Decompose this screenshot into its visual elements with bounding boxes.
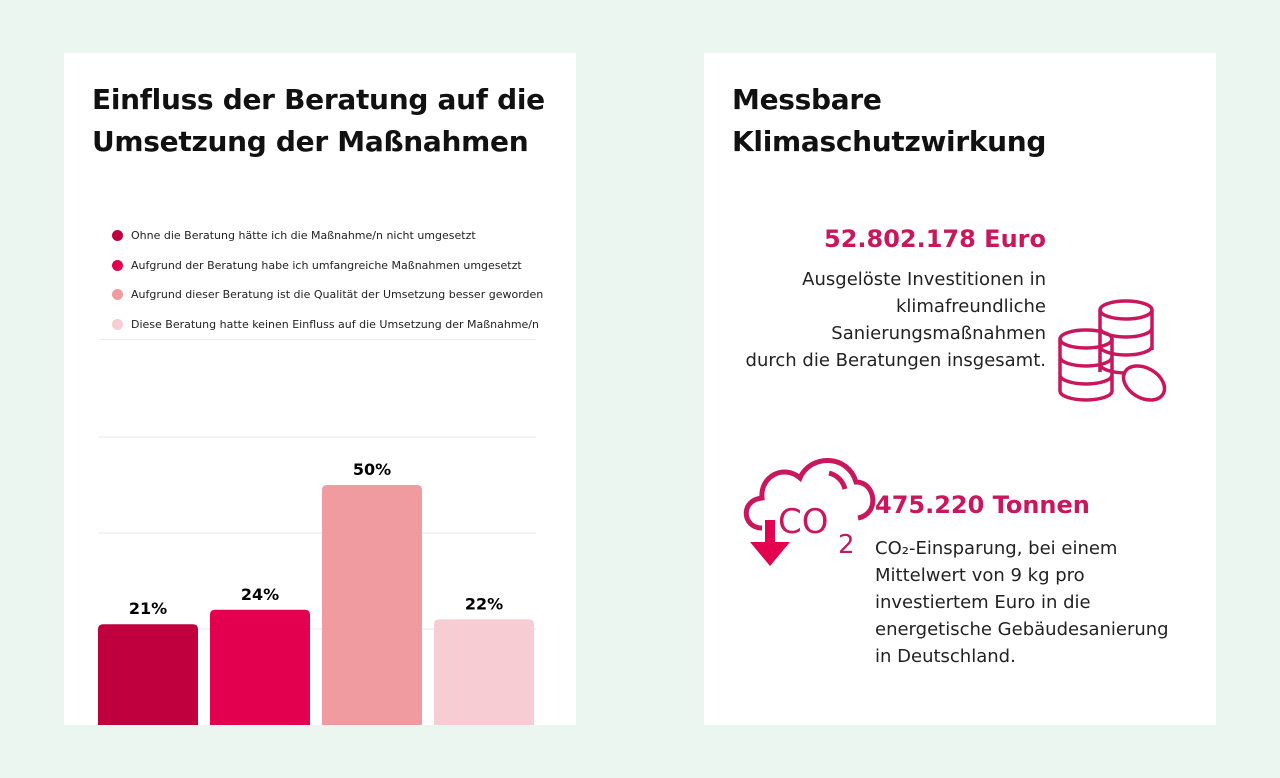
text-line: energetische Gebäudesanierung [875, 619, 1169, 640]
text-line: Sanierungsmaßnahmen [831, 323, 1046, 344]
bar [98, 624, 198, 725]
text-line: CO₂-Einsparung, bei einem [875, 538, 1118, 559]
svg-text:2: 2 [838, 530, 855, 560]
invest-text: Ausgelöste Investitionen in klimafreundl… [746, 266, 1046, 374]
legend-item: Aufgrund dieser Beratung ist die Qualitä… [112, 280, 543, 310]
legend-dot [112, 318, 123, 330]
divider [98, 339, 536, 340]
chart-title: Einfluss der Beratung auf die Umsetzung … [92, 79, 545, 163]
data-label: 22% [465, 594, 503, 613]
legend-label: Diese Beratung hatte keinen Einfluss auf… [131, 317, 539, 331]
text-line: investiertem Euro in die [875, 592, 1091, 613]
legend-item: Ohne die Beratung hätte ich die Maßnahme… [112, 221, 543, 251]
text-line: Mittelwert von 9 kg pro [875, 565, 1085, 586]
svg-text:CO: CO [778, 502, 829, 542]
legend-dot [112, 289, 123, 301]
data-label: 24% [241, 585, 279, 604]
legend-label: Ohne die Beratung hätte ich die Maßnahme… [131, 229, 476, 243]
invest-value: 52.802.178 Euro [824, 225, 1046, 253]
legend: Ohne die Beratung hätte ich die Maßnahme… [112, 221, 543, 339]
legend-item: Diese Beratung hatte keinen Einfluss auf… [112, 310, 543, 340]
bar [322, 485, 422, 725]
title-line: Einfluss der Beratung auf die [92, 83, 545, 116]
title-line: Umsetzung der Maßnahmen [92, 125, 529, 158]
legend-label: Aufgrund dieser Beratung ist die Qualitä… [131, 288, 544, 302]
impact-card: Messbare Klimaschutzwirkung 52.802.178 E… [704, 53, 1216, 725]
legend-item: Aufgrund der Beratung habe ich umfangrei… [112, 251, 543, 281]
title-line: Klimaschutzwirkung [732, 125, 1047, 158]
bar-chart: 21% 24% 50% 22% [98, 436, 536, 725]
data-label: 21% [129, 599, 167, 618]
bar [210, 609, 310, 725]
title-line: Messbare [732, 83, 882, 116]
legend-dot [112, 230, 123, 242]
impact-title: Messbare Klimaschutzwirkung [732, 79, 1046, 163]
text-line: Ausgelöste Investitionen in [802, 269, 1046, 290]
text-line: durch die Beratungen insgesamt. [745, 350, 1046, 371]
bar [434, 619, 534, 725]
co2-value: 475.220 Tonnen [875, 491, 1090, 519]
legend-label: Aufgrund der Beratung habe ich umfangrei… [131, 258, 522, 272]
text-line: klimafreundliche [895, 296, 1046, 317]
data-label: 50% [353, 460, 391, 479]
chart-card: Einfluss der Beratung auf die Umsetzung … [64, 53, 576, 725]
co2-text: CO₂-Einsparung, bei einem Mittelwert von… [875, 535, 1169, 670]
text-line: in Deutschland. [875, 646, 1016, 667]
legend-dot [112, 259, 123, 271]
